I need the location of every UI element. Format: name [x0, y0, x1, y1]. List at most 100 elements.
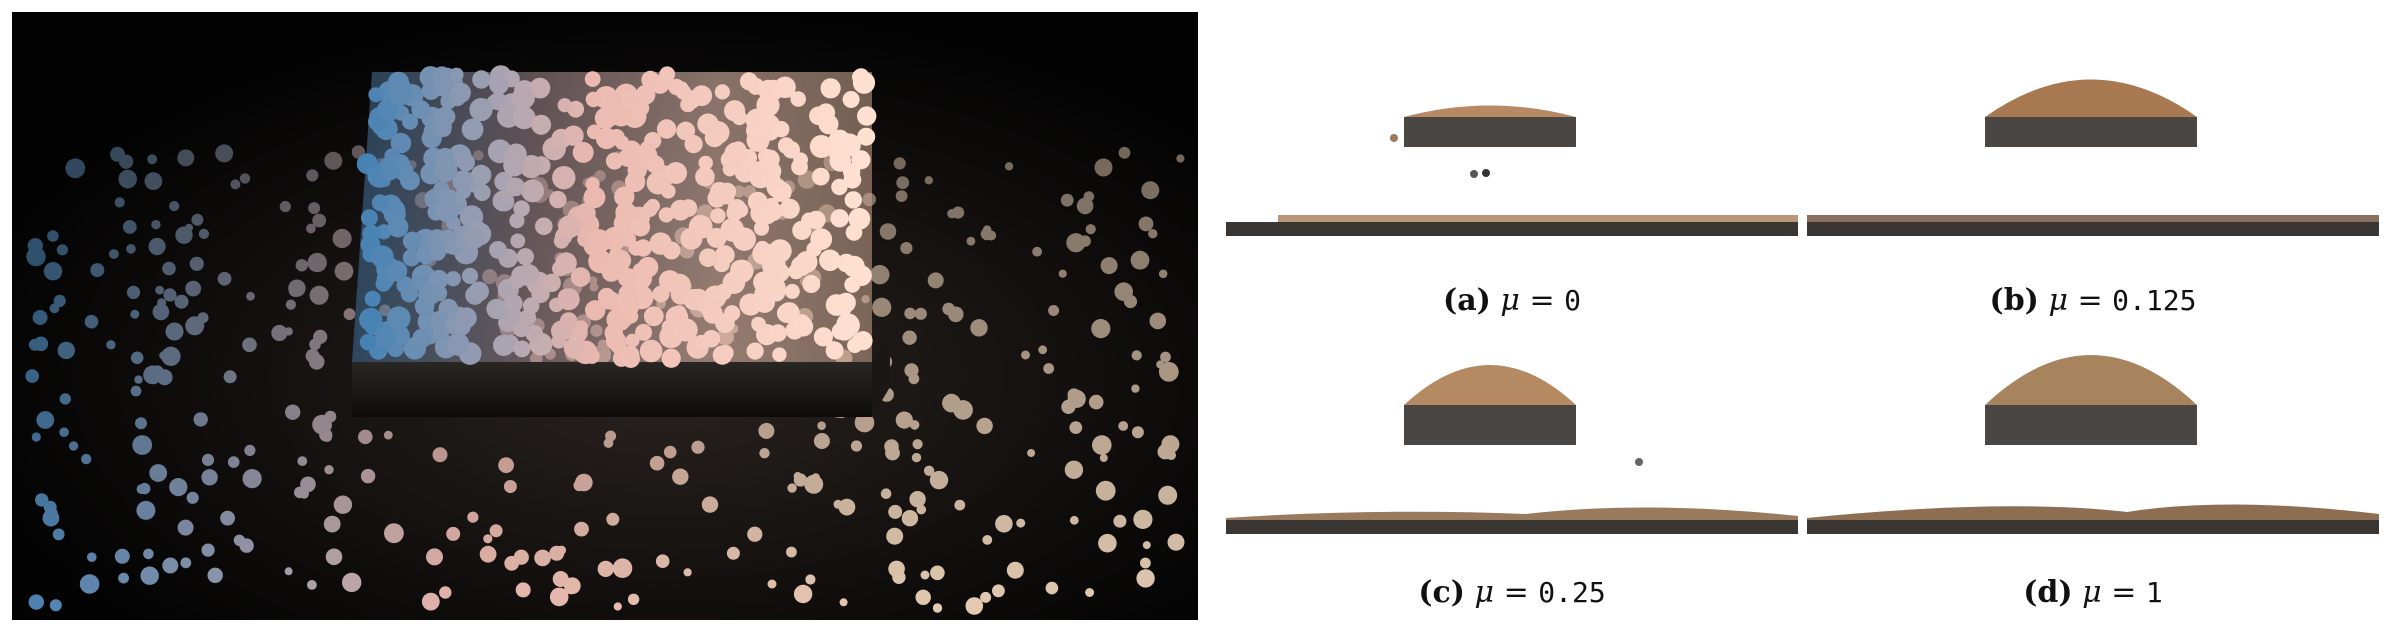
floor-sphere: [992, 584, 1005, 598]
subfigure-d-svg: [1807, 355, 2379, 534]
floor-sphere: [923, 465, 935, 476]
pile-sphere: [777, 137, 795, 154]
subfigure-a-svg: [1226, 105, 1798, 236]
floor-sphere: [1098, 533, 1117, 553]
floor-sphere: [1099, 454, 1108, 462]
floor-sphere: [1038, 345, 1048, 355]
pile-sphere: [760, 149, 780, 169]
pile-sphere: [516, 248, 534, 266]
pile-sphere: [445, 271, 461, 287]
pile-sphere: [761, 170, 781, 189]
pile-sphere: [402, 113, 419, 130]
pile-sphere: [772, 347, 787, 362]
pile-sphere: [642, 201, 658, 217]
pile-sphere: [360, 209, 378, 227]
floor-sphere: [143, 548, 154, 560]
floor-sphere: [995, 515, 1013, 533]
box-front-face: [352, 362, 872, 417]
floor-sphere: [850, 440, 863, 452]
pile-sphere: [597, 287, 616, 306]
pile-a: [1404, 105, 1576, 117]
pile-sphere: [842, 91, 860, 108]
pile-sphere: [676, 121, 696, 141]
floor-sphere: [25, 369, 39, 383]
pile-d: [1985, 355, 2197, 405]
ground-plate-d: [1807, 520, 2379, 534]
floor-sphere: [432, 447, 448, 463]
pile-sphere: [702, 330, 721, 348]
floor-sphere: [1142, 541, 1151, 550]
pile-sphere: [819, 249, 841, 272]
pile-sphere: [615, 202, 637, 224]
floor-sphere: [149, 464, 168, 482]
pile-sphere: [461, 118, 484, 141]
floor-sphere: [813, 433, 830, 449]
floor-sphere: [1027, 449, 1036, 457]
pile-sphere: [764, 277, 786, 298]
floor-sphere: [613, 602, 622, 611]
floor-sphere: [220, 510, 236, 526]
pile-sphere: [675, 84, 692, 100]
pile-sphere: [387, 216, 409, 238]
pile-sphere: [521, 179, 545, 203]
pile-sphere: [364, 290, 381, 307]
pile-sphere: [461, 267, 479, 284]
pile-sphere: [595, 127, 618, 150]
pile-sphere: [603, 91, 621, 110]
floor-sphere: [1131, 426, 1144, 439]
box-c: [1404, 405, 1576, 445]
pile-sphere: [411, 100, 431, 119]
pile-sphere: [384, 148, 401, 165]
pile-sphere: [435, 199, 459, 223]
pile-sphere: [698, 248, 718, 267]
spread-grains-d: [1807, 504, 2379, 520]
pile-sphere: [386, 306, 411, 331]
floor-sphere: [683, 568, 692, 577]
floor-sphere: [1160, 351, 1171, 363]
pile-sphere: [509, 213, 525, 229]
pile-sphere: [390, 132, 412, 154]
floor-sphere: [1176, 154, 1185, 163]
floor-sphere: [966, 236, 976, 246]
floor-sphere: [90, 263, 105, 278]
floor-sphere: [57, 341, 75, 360]
floor-sphere: [805, 574, 816, 585]
floor-sphere: [870, 265, 890, 285]
pile-sphere: [436, 122, 452, 137]
floor-sphere: [343, 308, 356, 321]
pile-sphere: [452, 170, 474, 192]
floor-sphere: [308, 354, 325, 370]
floor-sphere: [1157, 444, 1173, 460]
pile-sphere: [472, 70, 491, 89]
floor-sphere: [342, 572, 362, 593]
floor-sphere: [42, 509, 60, 527]
floor-sphere: [900, 242, 913, 255]
pile-spheres: [356, 65, 877, 368]
floor-sphere: [130, 351, 144, 365]
floor-sphere: [114, 197, 125, 208]
pile-sphere: [739, 72, 758, 91]
floor-sphere: [513, 549, 529, 565]
floor-sphere: [767, 579, 777, 589]
floor-sphere: [334, 261, 354, 281]
floor-sphere: [147, 154, 158, 165]
pile-sphere: [450, 82, 471, 103]
floor-sphere: [888, 504, 903, 519]
floor-sphere: [68, 441, 79, 451]
floor-sphere: [139, 482, 151, 495]
floor-sphere: [132, 435, 153, 455]
floor-sphere: [549, 587, 569, 607]
floor-sphere: [483, 534, 493, 544]
pile-sphere: [614, 135, 630, 150]
floor-sphere: [904, 307, 916, 320]
floor-sphere: [552, 571, 569, 587]
pile-sphere: [697, 296, 717, 316]
floor-sphere: [165, 322, 184, 341]
floor-sphere: [285, 404, 301, 420]
floor-sphere: [1043, 363, 1055, 374]
pile-sphere: [513, 200, 530, 217]
floor-sphere: [246, 291, 255, 301]
floor-sphere: [244, 444, 256, 456]
floor-sphere: [446, 526, 461, 541]
floor-sphere: [574, 521, 589, 537]
